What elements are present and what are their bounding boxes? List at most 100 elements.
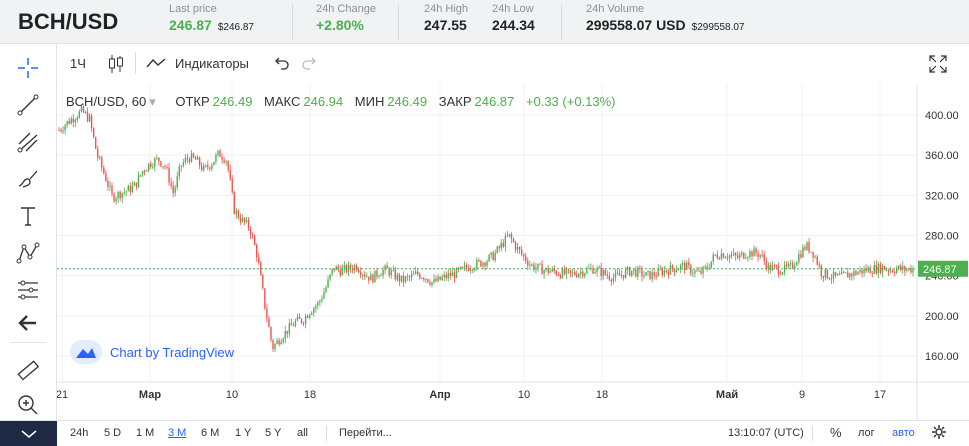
range-5d-button[interactable]: 5 D	[104, 427, 122, 439]
candle-body	[333, 268, 335, 271]
candle-body	[209, 167, 211, 169]
indicators-icon[interactable]	[146, 57, 166, 72]
candle-body	[594, 271, 596, 274]
auto-toggle[interactable]: авто	[892, 427, 915, 439]
ruler-icon[interactable]	[12, 356, 44, 384]
candle-body	[633, 269, 635, 271]
goto-button[interactable]: Перейти...	[339, 427, 392, 439]
candle-body	[635, 269, 637, 277]
candle-body	[684, 262, 686, 270]
candle-body	[386, 265, 388, 269]
candle-body	[755, 248, 757, 254]
candle-body	[875, 265, 878, 274]
range-5y-button[interactable]: 5 Y	[265, 427, 282, 439]
candle-body	[284, 330, 286, 339]
candle-body	[221, 156, 223, 160]
candle-body	[571, 272, 574, 274]
candle-body	[575, 274, 578, 277]
candle-body	[794, 265, 796, 268]
zoom-in-icon[interactable]	[12, 391, 44, 419]
legend-low: 246.49	[387, 94, 428, 109]
range-1m-button[interactable]: 1 M	[136, 427, 155, 439]
candle-body	[137, 175, 140, 188]
candle-body	[178, 166, 180, 177]
high-stat: 24h High 247.55	[424, 3, 468, 33]
candle-body	[537, 263, 539, 268]
candle-body	[747, 257, 749, 259]
range-1y-button[interactable]: 1 Y	[235, 427, 252, 439]
candle-body	[192, 153, 195, 158]
candle-body	[86, 112, 89, 122]
back-arrow-icon[interactable]	[12, 309, 44, 337]
candle-body	[775, 265, 778, 267]
legend-dropdown-icon[interactable]: ▾	[149, 94, 156, 109]
percent-toggle[interactable]: %	[830, 425, 842, 440]
candle-body	[72, 118, 74, 123]
trend-line-icon[interactable]	[12, 91, 44, 119]
collapse-toolbar-button[interactable]	[0, 421, 57, 446]
candle-body	[592, 267, 594, 274]
candle-body	[162, 166, 164, 168]
tradingview-watermark[interactable]: Chart by TradingView	[70, 340, 234, 364]
candles-icon[interactable]	[108, 54, 124, 77]
interval-button[interactable]: 1Ч	[70, 56, 86, 71]
candle-body	[200, 165, 203, 171]
candle-body	[569, 270, 572, 273]
text-icon[interactable]	[12, 202, 44, 230]
pattern-icon[interactable]	[12, 239, 44, 267]
candle-body	[586, 268, 588, 274]
range-all-button[interactable]: all	[297, 427, 309, 439]
candle-body	[904, 266, 906, 271]
candle-body	[626, 267, 629, 271]
candle-body	[286, 330, 288, 334]
settings-gear-icon[interactable]	[931, 424, 947, 443]
candle-body	[494, 252, 496, 261]
y-tick-label: 320.00	[925, 190, 959, 202]
candle-body	[787, 263, 790, 267]
candle-body	[343, 265, 346, 269]
candle-body	[763, 254, 765, 262]
candle-body	[123, 192, 125, 194]
candle-body	[315, 306, 317, 309]
range-24h-button[interactable]: 24h	[70, 427, 89, 439]
log-toggle[interactable]: лог	[858, 427, 875, 439]
candle-body	[74, 119, 77, 123]
candle-body	[213, 161, 215, 166]
candle-body	[423, 277, 425, 280]
brush-icon[interactable]	[12, 165, 44, 193]
candle-body	[549, 271, 551, 273]
fib-icon[interactable]	[12, 276, 44, 304]
candle-body	[264, 288, 266, 309]
candle-body	[726, 257, 729, 259]
range-3m-button[interactable]: 3 M	[168, 427, 187, 439]
candle-body	[690, 265, 692, 274]
price-chart[interactable]: 400.00360.00320.00280.00240.00200.00160.…	[57, 84, 969, 420]
candle-body	[60, 130, 62, 132]
candle-body	[174, 187, 176, 193]
range-6m-button[interactable]: 6 M	[201, 427, 220, 439]
candle-body	[655, 276, 657, 278]
candle-body	[143, 170, 146, 172]
change-stat: 24h Change +2.80%	[316, 3, 376, 33]
candle-body	[272, 339, 274, 350]
pitchfork-icon[interactable]	[12, 128, 44, 156]
candle-body	[580, 271, 582, 274]
candle-body	[188, 159, 191, 162]
low-stat: 24h Low 244.34	[492, 3, 535, 33]
legend-high-label: МАКС	[264, 94, 301, 109]
candle-body	[82, 106, 85, 113]
candle-body	[616, 273, 619, 275]
fullscreen-icon[interactable]	[929, 55, 947, 76]
low-label: 24h Low	[492, 3, 534, 15]
candle-body	[602, 269, 604, 277]
undo-icon[interactable]	[274, 55, 290, 74]
redo-icon[interactable]	[301, 55, 317, 74]
candle-body	[722, 253, 725, 258]
indicators-button[interactable]: Индикаторы	[175, 56, 249, 71]
candle-body	[563, 269, 566, 275]
crosshair-icon[interactable]	[12, 54, 44, 82]
legend-high: 246.94	[303, 94, 344, 109]
candle-body	[698, 270, 700, 272]
candle-body	[139, 174, 142, 176]
candle-body	[906, 269, 908, 271]
